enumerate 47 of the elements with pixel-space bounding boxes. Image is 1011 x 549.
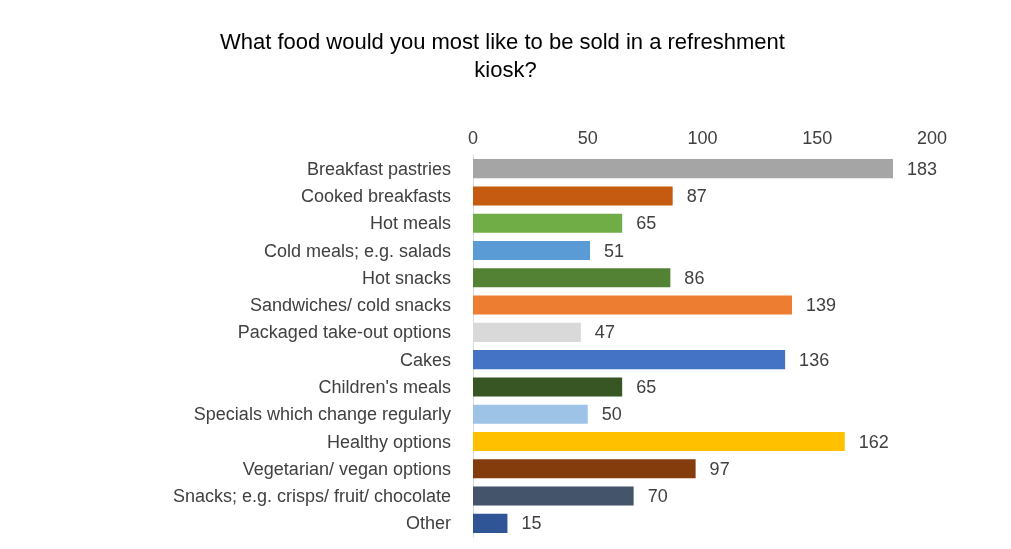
bar bbox=[473, 159, 893, 179]
data-label: 15 bbox=[521, 513, 542, 534]
y-tick-label: Healthy options bbox=[326, 431, 451, 452]
data-label: 65 bbox=[636, 213, 657, 234]
data-label: 87 bbox=[686, 185, 707, 206]
bar bbox=[473, 240, 591, 261]
y-tick-label: Children's meals bbox=[318, 376, 451, 397]
bar bbox=[473, 295, 793, 315]
data-label: 70 bbox=[647, 486, 668, 507]
bar bbox=[473, 377, 623, 397]
bar bbox=[473, 186, 673, 206]
y-tick-label: Vegetarian/ vegan options bbox=[242, 458, 451, 479]
bar bbox=[473, 268, 671, 288]
y-tick-label: Cakes bbox=[399, 349, 451, 370]
y-tick-label: Snacks; e.g. crisps/ fruit/ chocolate bbox=[172, 486, 451, 507]
data-label: 47 bbox=[594, 322, 615, 343]
bar bbox=[473, 213, 623, 233]
data-label: 65 bbox=[636, 376, 657, 397]
y-tick-label: Breakfast pastries bbox=[306, 158, 451, 179]
data-label: 86 bbox=[684, 267, 705, 288]
data-label: 136 bbox=[799, 349, 830, 370]
data-label: 162 bbox=[858, 431, 889, 452]
bar bbox=[473, 431, 845, 452]
bar bbox=[473, 459, 696, 479]
y-tick-label: Packaged take-out options bbox=[237, 322, 451, 343]
bar bbox=[473, 513, 508, 533]
y-tick-label: Sandwiches/ cold snacks bbox=[249, 295, 451, 316]
y-tick-label: Cold meals; e.g. salads bbox=[263, 240, 451, 261]
x-tick-label: 200 bbox=[916, 128, 948, 148]
data-label: 97 bbox=[709, 458, 730, 479]
data-label: 51 bbox=[604, 240, 625, 261]
x-tick-label: 100 bbox=[687, 128, 718, 148]
y-tick-label: Other bbox=[405, 513, 451, 534]
x-tick-label: 150 bbox=[802, 128, 833, 148]
y-tick-label: Hot meals bbox=[369, 213, 451, 234]
bar bbox=[473, 486, 634, 506]
bar bbox=[473, 350, 786, 370]
data-label: 50 bbox=[601, 404, 622, 425]
data-label: 139 bbox=[806, 295, 837, 316]
bar bbox=[473, 404, 588, 424]
x-tick-label: 0 bbox=[467, 128, 479, 148]
data-label: 183 bbox=[906, 158, 938, 179]
y-tick-label: Specials which change regularly bbox=[193, 404, 451, 425]
y-tick-label: Cooked breakfasts bbox=[300, 185, 451, 206]
x-tick-label: 50 bbox=[577, 128, 598, 148]
chart-title: What food would you most like to be sold in a refreshment kiosk? bbox=[219, 28, 792, 82]
y-tick-label: Hot snacks bbox=[361, 267, 451, 288]
